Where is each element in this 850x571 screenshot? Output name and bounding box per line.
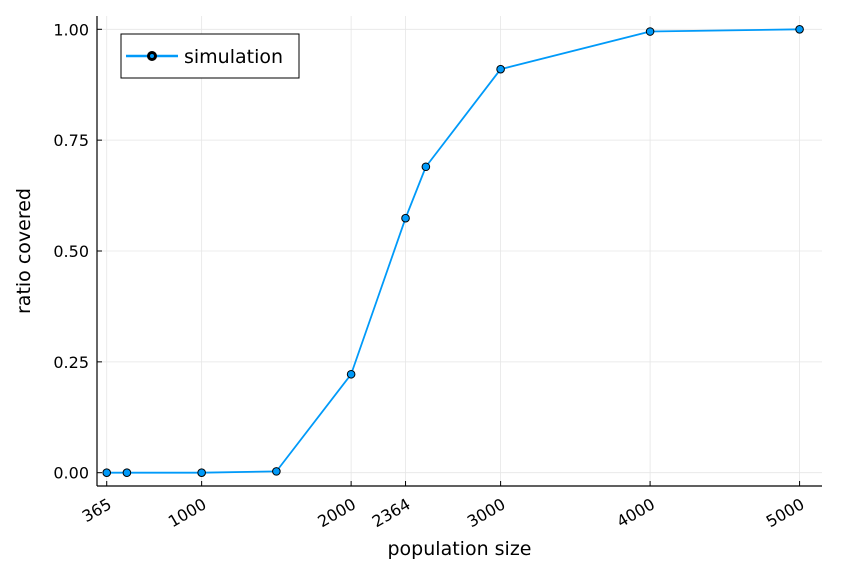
- data-point: [645, 27, 655, 36]
- data-point: [102, 468, 112, 477]
- data-point: [421, 162, 431, 172]
- grid: [97, 16, 822, 486]
- x-tick-label: 2364: [369, 494, 414, 531]
- data-point: [401, 213, 410, 223]
- x-ticks: 365 1000 2000 2364 3000 4000 5000: [79, 481, 808, 531]
- data-point: [795, 25, 804, 34]
- y-tick-label: 0.25: [53, 353, 89, 372]
- series-line: [106, 28, 800, 474]
- data-point: [496, 64, 505, 74]
- x-tick-label: 4000: [613, 494, 658, 531]
- x-tick-label: 3000: [464, 494, 509, 531]
- x-tick-label: 1000: [165, 494, 210, 531]
- x-axis-title: population size: [388, 538, 532, 560]
- x-tick-label: 5000: [763, 494, 808, 531]
- legend-series-label: simulation: [184, 46, 283, 68]
- data-point: [346, 369, 356, 379]
- data-point: [122, 468, 132, 477]
- y-tick-label: 1.00: [53, 20, 89, 39]
- y-tick-label: 0.00: [53, 464, 89, 483]
- y-axis-title: ratio covered: [13, 188, 35, 314]
- legend-series-marker: [147, 51, 157, 61]
- y-tick-label: 0.75: [53, 131, 89, 150]
- y-ticks: 0.00 0.25 0.50 0.75 1.00: [53, 20, 102, 483]
- x-tick-label: 365: [79, 494, 115, 526]
- legend: simulation: [120, 33, 300, 79]
- series-layer: [102, 25, 804, 477]
- data-point: [197, 468, 206, 477]
- data-point: [272, 467, 281, 476]
- y-tick-label: 0.50: [53, 242, 89, 261]
- x-tick-label: 2000: [314, 494, 359, 531]
